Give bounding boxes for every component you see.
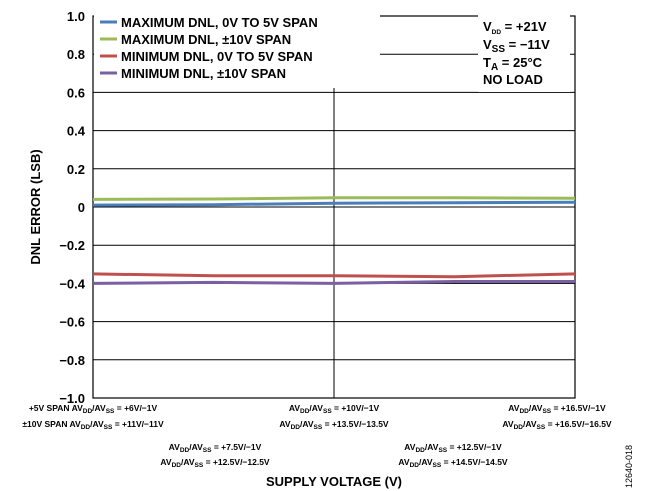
legend: MAXIMUM DNL, 0V TO 5V SPAN MAXIMUM DNL, … — [94, 12, 380, 88]
x-tick-label-1b: ±10V SPAN AVDD/AVSS = +11V/−11V — [22, 419, 164, 431]
legend-label-min-10: MINIMUM DNL, ±10V SPAN — [121, 66, 286, 81]
series-line-0 — [92, 200, 576, 207]
y-tick-label: −0.8 — [59, 353, 85, 368]
y-tick-label: 0.4 — [67, 124, 86, 139]
y-tick-label: 0 — [78, 200, 85, 215]
conditions-background — [478, 14, 570, 92]
y-tick-label: −0.2 — [59, 238, 85, 253]
legend-label-max-0-5: MAXIMUM DNL, 0V TO 5V SPAN — [121, 15, 318, 30]
data-series — [92, 196, 576, 285]
load-condition: NO LOAD — [483, 72, 543, 87]
vdd-condition: VDD = +21V — [483, 19, 547, 36]
x-tick-label-4b: AVDD/AVSS = +14.5V/−14.5V — [398, 457, 508, 469]
legend-label-max-10: MAXIMUM DNL, ±10V SPAN — [121, 32, 291, 47]
y-tick-label: 0.6 — [67, 85, 85, 100]
y-tick-label: 0.8 — [67, 47, 85, 62]
x-tick-label-4a: AVDD/AVSS = +12.5V/−1V — [404, 442, 502, 454]
ta-condition: TA = 25°C — [483, 55, 543, 73]
series-line-2 — [92, 272, 576, 279]
y-tick-label: −1.0 — [59, 391, 85, 406]
x-tick-label-2a: AVDD/AVSS = +7.5V/−1V — [169, 442, 262, 454]
y-tick-label: 0.2 — [67, 162, 85, 177]
vss-condition: VSS = −11V — [483, 37, 550, 55]
x-axis-title: SUPPLY VOLTAGE (V) — [266, 474, 402, 489]
legend-background — [94, 12, 380, 88]
conditions-box: VDD = +21V VSS = −11V TA = 25°C NO LOAD — [478, 14, 570, 92]
y-tick-labels: 1.0 0.8 0.6 0.4 0.2 0 −0.2 −0.4 −0.6 −0.8 −1.0 — [59, 9, 85, 406]
chart-grid — [92, 15, 576, 399]
x-tick-label-5a: AVDD/AVSS = +16.5V/−1V — [508, 403, 606, 415]
x-tick-label-3b: AVDD/AVSS = +13.5V/−13.5V — [279, 419, 389, 431]
y-tick-label: −0.4 — [59, 276, 85, 291]
y-axis-title: DNL ERROR (LSB) — [28, 149, 43, 264]
figure-id: 12640-018 — [624, 445, 634, 488]
x-tick-labels: +5V SPAN AVDD/AVSS = +6V/−1V ±10V SPAN A… — [22, 403, 612, 469]
x-tick-label-3a: AVDD/AVSS = +10V/−1V — [289, 403, 380, 415]
series-line-3 — [92, 280, 575, 285]
x-tick-label-5b: AVDD/AVSS = +16.5V/−16.5V — [502, 419, 612, 431]
legend-label-min-0-5: MINIMUM DNL, 0V TO 5V SPAN — [121, 49, 313, 64]
y-tick-label: −0.6 — [59, 315, 85, 330]
series-line-1 — [92, 196, 576, 201]
x-tick-label-1a: +5V SPAN AVDD/AVSS = +6V/−1V — [29, 403, 158, 415]
y-tick-label: 1.0 — [67, 9, 85, 24]
x-tick-label-2b: AVDD/AVSS = +12.5V/−12.5V — [160, 457, 270, 469]
